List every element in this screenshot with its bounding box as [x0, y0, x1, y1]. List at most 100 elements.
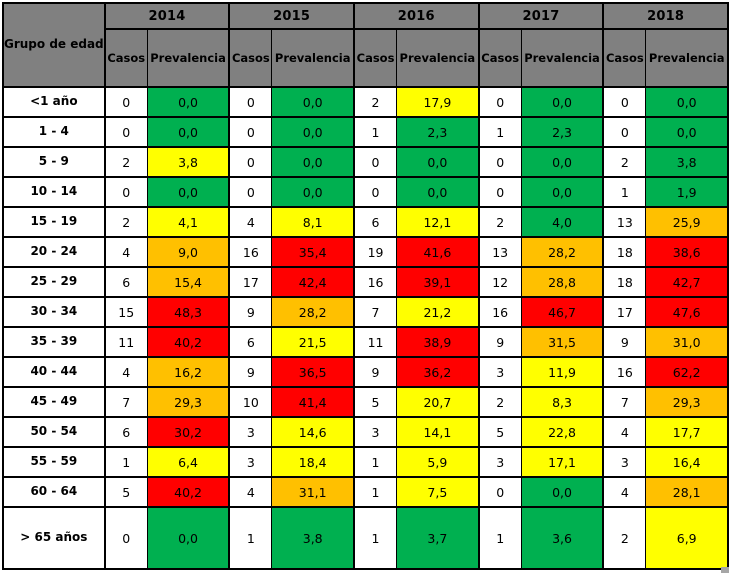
prevalencia-cell: 16,4	[645, 446, 729, 478]
casos-cell: 2	[602, 146, 647, 178]
prevalencia-cell: 18,4	[271, 446, 355, 478]
prevalencia-cell: 0,0	[271, 146, 355, 178]
prevalencia-cell: 2,3	[520, 116, 604, 148]
casos-cell: 4	[103, 236, 148, 268]
age-group-label: 55 - 59	[2, 446, 106, 478]
prevalencia-cell: 28,8	[520, 266, 604, 298]
casos-cell: 2	[103, 146, 148, 178]
prevalencia-cell: 31,0	[645, 326, 729, 358]
prevalencia-cell: 0,0	[271, 176, 355, 208]
prevalencia-cell: 2,3	[396, 116, 480, 148]
casos-cell: 18	[602, 266, 647, 298]
year-header-2015: 2015	[228, 2, 355, 30]
casos-cell: 7	[103, 386, 148, 418]
prevalencia-header-2016: Prevalencia	[396, 28, 480, 88]
casos-cell: 1	[477, 506, 522, 570]
casos-cell: 9	[228, 356, 273, 388]
casos-cell: 5	[477, 416, 522, 448]
table-row: 25 - 29 6 15,4 17 42,4 16 39,1 12 28,8 18 42,7	[2, 266, 729, 298]
prevalencia-cell: 21,5	[271, 326, 355, 358]
casos-cell: 0	[228, 146, 273, 178]
casos-cell: 11	[352, 326, 398, 358]
casos-cell: 6	[228, 326, 273, 358]
prevalencia-cell: 5,9	[396, 446, 480, 478]
prevalencia-cell: 46,7	[520, 296, 604, 328]
prevalencia-cell: 4,1	[146, 206, 230, 238]
prevalencia-cell: 0,0	[520, 146, 604, 178]
casos-cell: 6	[103, 416, 148, 448]
casos-header-2014: Casos	[103, 28, 148, 88]
casos-cell: 1	[602, 176, 647, 208]
prevalencia-cell: 30,2	[146, 416, 230, 448]
casos-cell: 0	[103, 116, 148, 148]
prevalencia-cell: 20,7	[396, 386, 480, 418]
casos-cell: 2	[477, 386, 522, 418]
prevalencia-cell: 11,9	[520, 356, 604, 388]
casos-cell: 0	[103, 86, 148, 118]
casos-cell: 0	[228, 116, 273, 148]
table-row: 45 - 49 7 29,3 10 41,4 5 20,7 2 8,3 7 29,3	[2, 386, 729, 418]
year-header-2016: 2016	[352, 2, 480, 30]
casos-cell: 4	[103, 356, 148, 388]
prevalencia-cell: 41,4	[271, 386, 355, 418]
casos-cell: 0	[477, 146, 522, 178]
prevalencia-cell: 42,7	[645, 266, 729, 298]
casos-cell: 10	[228, 386, 273, 418]
casos-cell: 3	[228, 446, 273, 478]
prevalencia-header-2015: Prevalencia	[271, 28, 355, 88]
age-group-label: 35 - 39	[2, 326, 106, 358]
prevalencia-cell: 0,0	[271, 86, 355, 118]
casos-cell: 15	[103, 296, 148, 328]
prevalencia-cell: 0,0	[396, 176, 480, 208]
prevalencia-cell: 0,0	[146, 176, 230, 208]
casos-cell: 9	[602, 326, 647, 358]
prevalencia-cell: 0,0	[520, 176, 604, 208]
casos-cell: 0	[228, 86, 273, 118]
prevalencia-cell: 29,3	[146, 386, 230, 418]
casos-cell: 1	[352, 476, 398, 508]
age-group-label: 1 - 4	[2, 116, 106, 148]
table-row: > 65 años 0 0,0 1 3,8 1 3,7 1 3,6 2 6,9	[2, 506, 729, 570]
prevalencia-cell: 38,9	[396, 326, 480, 358]
casos-cell: 17	[228, 266, 273, 298]
prevalencia-cell: 3,6	[520, 506, 604, 570]
prevalencia-cell: 62,2	[645, 356, 729, 388]
casos-cell: 3	[602, 446, 647, 478]
prevalencia-cell: 0,0	[396, 146, 480, 178]
table-row: 15 - 19 2 4,1 4 8,1 6 12,1 2 4,0 13 25,9	[2, 206, 729, 238]
prevalencia-cell: 47,6	[645, 296, 729, 328]
age-group-label: 10 - 14	[2, 176, 106, 208]
prevalencia-cell: 35,4	[271, 236, 355, 268]
prevalencia-cell: 14,6	[271, 416, 355, 448]
prevalencia-cell: 12,1	[396, 206, 480, 238]
prevalencia-cell: 36,5	[271, 356, 355, 388]
age-group-label: <1 año	[2, 86, 106, 118]
prevalencia-cell: 48,3	[146, 296, 230, 328]
casos-cell: 7	[352, 296, 398, 328]
sub-header-row: Casos Prevalencia Casos Prevalencia Caso…	[3, 28, 729, 88]
casos-cell: 12	[477, 266, 522, 298]
casos-cell: 5	[103, 476, 148, 508]
casos-cell: 4	[602, 416, 647, 448]
prevalencia-cell: 15,4	[146, 266, 230, 298]
prevalencia-cell: 42,4	[271, 266, 355, 298]
prevalencia-cell: 31,1	[271, 476, 355, 508]
prevalencia-cell: 8,3	[520, 386, 604, 418]
year-header-2018: 2018	[602, 2, 729, 30]
casos-cell: 7	[602, 386, 647, 418]
prevalencia-cell: 29,3	[645, 386, 729, 418]
prevalencia-cell: 0,0	[146, 506, 230, 570]
prevalencia-cell: 17,1	[520, 446, 604, 478]
casos-cell: 2	[602, 506, 647, 570]
casos-cell: 9	[228, 296, 273, 328]
casos-cell: 3	[352, 416, 398, 448]
prevalencia-cell: 0,0	[271, 116, 355, 148]
table-row: 1 - 4 0 0,0 0 0,0 1 2,3 1 2,3 0 0,0	[2, 116, 729, 148]
prevalencia-cell: 3,8	[645, 146, 729, 178]
age-group-label: 50 - 54	[2, 416, 106, 448]
prevalencia-cell: 40,2	[146, 476, 230, 508]
casos-cell: 0	[602, 116, 647, 148]
casos-header-2017: Casos	[477, 28, 522, 88]
prevalencia-cell: 38,6	[645, 236, 729, 268]
prevalencia-cell: 0,0	[645, 116, 729, 148]
